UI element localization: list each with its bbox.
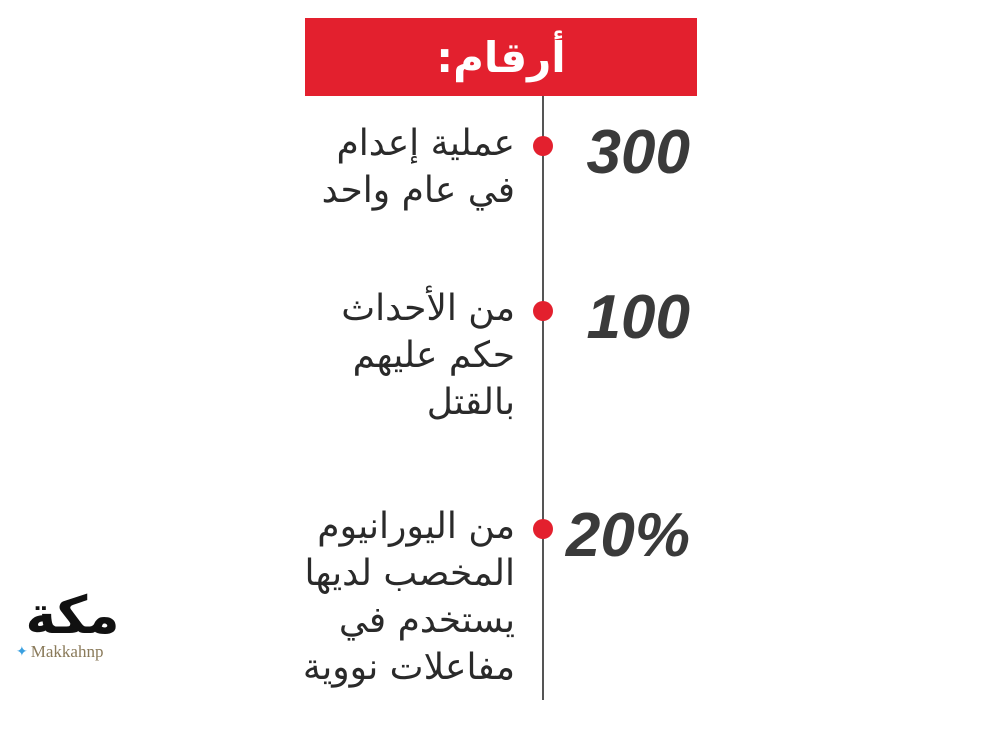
twitter-bird-icon: ✦ bbox=[16, 644, 28, 660]
header-title: أرقام: bbox=[436, 32, 566, 82]
handle-text: Makkahnp bbox=[30, 642, 104, 661]
timeline-line bbox=[542, 96, 544, 700]
header-banner: أرقام: bbox=[305, 18, 697, 96]
fact-number: 300 bbox=[586, 118, 690, 187]
fact-number: 100 bbox=[586, 283, 690, 352]
fact-number: 20% bbox=[565, 501, 690, 570]
bullet-dot bbox=[533, 519, 553, 539]
makkah-logo: مكة ✦ Makkahnp bbox=[10, 590, 135, 662]
fact-text: من الأحداث حكم عليهم بالقتل bbox=[341, 288, 515, 423]
logo-mark: مكة bbox=[25, 586, 120, 646]
twitter-handle: ✦ Makkahnp bbox=[16, 642, 135, 662]
bullet-dot bbox=[533, 301, 553, 321]
fact-text: عملية إعدام في عام واحد bbox=[321, 123, 515, 211]
bullet-dot bbox=[533, 136, 553, 156]
fact-text: من اليورانيوم المخصب لديها يستخدم في مفا… bbox=[302, 506, 515, 688]
